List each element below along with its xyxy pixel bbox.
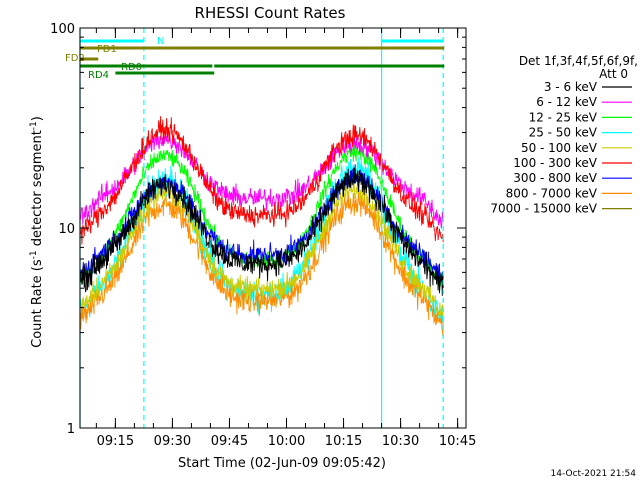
chart-title: RHESSI Count Rates bbox=[195, 4, 346, 22]
series-layer bbox=[80, 116, 444, 336]
series-line-800-7000-kev bbox=[80, 190, 444, 336]
y-axis-label: Count Rate (s-1 detector segment-1) bbox=[29, 116, 45, 348]
x-tick-label: 09:45 bbox=[211, 434, 248, 449]
flag-label-fd2: FD2 bbox=[65, 53, 85, 64]
legend-label: 50 - 100 keV bbox=[521, 141, 598, 155]
x-axis: 09:15 09:30 09:45 10:00 10:15 10:30 10:45 bbox=[95, 28, 476, 449]
y-tick-label: 10 bbox=[58, 222, 75, 237]
legend-label: 800 - 7000 keV bbox=[506, 186, 598, 200]
y-tick-label: 100 bbox=[50, 22, 75, 37]
footer-timestamp: 14-Oct-2021 21:54 bbox=[551, 469, 637, 479]
legend-label: 7000 - 15000 keV bbox=[490, 202, 597, 216]
legend-label: 25 - 50 keV bbox=[529, 126, 598, 140]
legend-label: 100 - 300 keV bbox=[513, 156, 597, 170]
flag-label-rd4: RD4 bbox=[88, 70, 109, 81]
series-line-3-6-kev bbox=[80, 167, 444, 296]
flag-label-rd0: RD0 bbox=[121, 62, 142, 73]
legend-label: 12 - 25 keV bbox=[529, 110, 598, 124]
legend-header-line2: Att 0 bbox=[599, 67, 628, 81]
x-tick-label: 09:15 bbox=[97, 434, 134, 449]
legend-label: 300 - 800 keV bbox=[513, 171, 597, 185]
x-tick-label: 09:30 bbox=[154, 434, 191, 449]
x-tick-label: 10:45 bbox=[439, 434, 476, 449]
x-tick-label: 10:00 bbox=[268, 434, 305, 449]
series-line-50-100-kev bbox=[80, 177, 444, 317]
x-axis-label: Start Time (02-Jun-09 09:05:42) bbox=[178, 456, 386, 471]
flag-label-n: N bbox=[157, 36, 164, 47]
legend: Det 1f,3f,4f,5f,6f,9f, Att 0 3 - 6 keV6 … bbox=[490, 54, 638, 216]
series-line-100-300-kev bbox=[80, 116, 444, 245]
x-tick-label: 10:30 bbox=[382, 434, 419, 449]
legend-header-line1: Det 1f,3f,4f,5f,6f,9f, bbox=[519, 54, 638, 68]
legend-label: 6 - 12 keV bbox=[536, 95, 598, 109]
y-axis: 1 10 100 bbox=[50, 22, 466, 437]
legend-label: 3 - 6 keV bbox=[544, 80, 598, 94]
x-tick-label: 10:15 bbox=[325, 434, 362, 449]
y-tick-label: 1 bbox=[67, 422, 75, 437]
flag-bars: N FD1 FD2 RD0 RD4 bbox=[65, 36, 445, 81]
flag-label-fd1: FD1 bbox=[97, 44, 117, 55]
